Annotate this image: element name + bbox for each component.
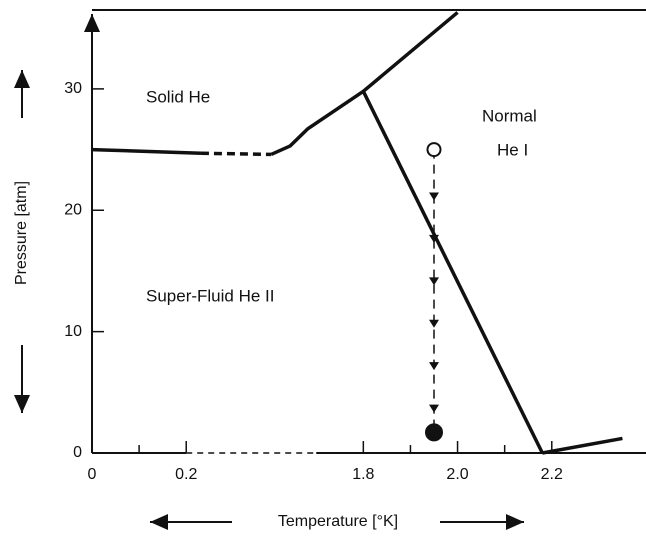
- open-marker: [426, 142, 442, 158]
- filled-marker: [425, 423, 443, 442]
- annotation: He I: [497, 140, 528, 159]
- path-arrowhead: [429, 277, 439, 286]
- annotation: Super-Fluid He II: [146, 286, 275, 305]
- series-line: [91, 147, 202, 155]
- path-arrowhead: [429, 192, 439, 201]
- series-line: [361, 90, 544, 454]
- x-tick-label: 2.0: [446, 466, 468, 483]
- x-tick-label: 1.8: [352, 466, 374, 483]
- x-axis-label: Temperature [°K]: [278, 513, 398, 530]
- annotation: Solid He: [146, 87, 210, 106]
- x-tick-label: 0.2: [175, 466, 197, 483]
- x-tick-label: 2.2: [541, 466, 563, 483]
- y-axis-label: Pressure [atm]: [13, 181, 30, 285]
- series-line: [542, 436, 623, 455]
- y-tick-label: 20: [64, 201, 82, 218]
- path-arrowhead: [429, 362, 439, 371]
- series-line: [270, 11, 459, 157]
- x-tick-label: 0: [88, 466, 97, 483]
- annotation: Normal: [482, 106, 537, 125]
- y-tick-label: 10: [64, 323, 82, 340]
- y-tick-label: 0: [73, 444, 82, 461]
- y-tick-label: 30: [64, 80, 82, 97]
- path-arrowhead: [429, 404, 439, 413]
- series-line: [200, 151, 272, 157]
- path-arrowhead: [429, 319, 439, 328]
- path-arrowhead: [429, 234, 439, 243]
